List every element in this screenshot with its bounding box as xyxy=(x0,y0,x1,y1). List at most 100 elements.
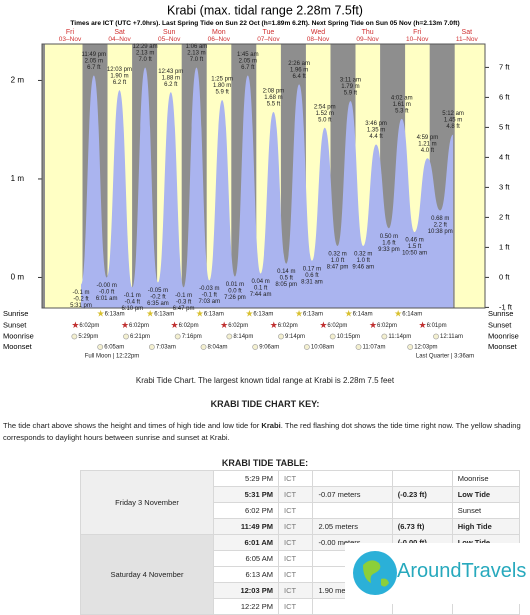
tide-feet: 4.0 ft xyxy=(421,148,435,154)
tide-time: 8:31 am xyxy=(301,279,323,285)
tide-meters: 0.32 m xyxy=(354,252,372,258)
timezone: ICT xyxy=(277,502,314,519)
moonrise-time: 12:11am xyxy=(440,334,463,340)
time: 5:29 PM xyxy=(213,470,279,487)
sunset-icon: ★ xyxy=(369,320,377,330)
y-tick-label: 2 m xyxy=(11,76,25,85)
row-label: Sunset xyxy=(488,320,512,329)
sunset-time: 6:02pm xyxy=(278,323,298,329)
tide-feet: 6.7 ft xyxy=(87,65,101,71)
tide-feet: 7.0 ft xyxy=(190,57,204,63)
tide-time: 4:02 am xyxy=(391,95,413,101)
sunrise-time: 6:14am xyxy=(402,312,422,318)
tide-meters: 1.79 m xyxy=(341,84,359,90)
tide-chart: Krabi (max. tidal range 2.28m 7.5ft) Tim… xyxy=(3,3,519,360)
tide-time: 12:43 pm xyxy=(158,69,183,75)
y2-tick-label: 0 ft xyxy=(499,272,510,281)
moonrise-icon xyxy=(278,333,284,340)
event: Sunset xyxy=(451,502,521,519)
moonrise-time: 10:15pm xyxy=(337,334,360,340)
tide-feet: 0.5 ft xyxy=(280,276,294,282)
height-feet xyxy=(391,502,453,519)
sunset-time: 6:02pm xyxy=(377,323,397,329)
moonrise-icon xyxy=(381,333,388,340)
sunset-icon: ★ xyxy=(71,320,79,330)
day-cell: Saturday 4 November xyxy=(80,534,214,615)
tide-time: 7:26 pm xyxy=(224,295,246,301)
tide-time: 8:05 pm xyxy=(275,282,297,288)
tide-feet: -0.2 ft xyxy=(150,294,166,300)
height-feet xyxy=(391,470,453,487)
logo: AroundTravels xyxy=(345,543,530,604)
tide-meters: -0.00 m xyxy=(96,283,116,289)
moonset-time: 11:07am xyxy=(363,345,386,351)
tide-feet: 1.5 ft xyxy=(408,244,422,250)
day-date: 06–Nov xyxy=(208,36,231,43)
event: Moonrise xyxy=(451,470,521,487)
timezone: ICT xyxy=(277,470,314,487)
tide-meters: 0.32 m xyxy=(328,252,346,258)
day-name: Fri xyxy=(66,29,75,36)
tide-feet: -0.3 ft xyxy=(176,299,192,305)
tide-meters: -0.1 m xyxy=(124,293,141,299)
tide-time: 7:03 am xyxy=(198,299,220,305)
tide-meters: 1.96 m xyxy=(290,67,308,73)
moonrise-icon xyxy=(174,333,181,340)
time: 5:31 PM xyxy=(213,486,279,503)
table-row: 6:02 PM ICT Sunset xyxy=(81,502,521,519)
tide-feet: 5.0 ft xyxy=(318,117,332,123)
key-text-after: . The red flashing dot shows the tide ti… xyxy=(3,421,521,442)
y2-tick-label: 4 ft xyxy=(499,152,510,161)
y2-tick-label: -1 ft xyxy=(499,302,513,311)
tide-area xyxy=(81,67,454,308)
tide-time: 9:46 am xyxy=(352,265,374,271)
logo-text: AroundTravels xyxy=(397,560,527,582)
tide-time: 1:25 pm xyxy=(211,77,233,83)
tide-feet: 1.0 ft xyxy=(331,258,345,264)
height-feet: (6.73 ft) xyxy=(391,518,453,535)
row-label: Sunrise xyxy=(488,309,513,318)
tide-feet: -0.0 ft xyxy=(99,290,115,296)
tide-time: 12:29 am xyxy=(133,44,158,50)
moon-phase: Full Moon | 12:22pm xyxy=(85,354,140,360)
tide-feet: 0.6 ft xyxy=(305,273,319,279)
tide-time: 6:35 am xyxy=(147,301,169,307)
tide-feet: 2.2 ft xyxy=(434,223,448,229)
moonrise-time: 6:21pm xyxy=(130,334,150,340)
tide-meters: -0.1 m xyxy=(175,293,192,299)
plot-frame xyxy=(41,43,486,309)
timezone: ICT xyxy=(277,534,314,551)
tide-meters: 1.80 m xyxy=(213,83,231,89)
night-band xyxy=(42,44,45,308)
logo-globe xyxy=(353,551,397,595)
tide-feet: 1.0 ft xyxy=(357,258,371,264)
timezone: ICT xyxy=(277,486,314,503)
moonrise-icon xyxy=(433,333,439,340)
sunrise-time: 6:13am xyxy=(105,312,125,318)
tide-meters: 1.45 m xyxy=(444,118,462,124)
moonset-icon xyxy=(355,344,362,350)
chart-subtitle: Times are ICT (UTC +7.0hrs). Last Spring… xyxy=(70,20,459,27)
tide-feet: 5.9 ft xyxy=(344,91,358,97)
key-place: Krabi xyxy=(261,421,281,430)
tide-meters: 1.61 m xyxy=(393,102,411,108)
tide-meters: 0.68 m xyxy=(431,216,449,222)
moon-phase: Last Quarter | 3:36am xyxy=(416,354,474,360)
sunset-icon: ★ xyxy=(270,320,278,330)
height-meters xyxy=(312,502,393,519)
timezone: ICT xyxy=(277,582,314,599)
tide-time: 5:31 pm xyxy=(70,303,92,309)
tide-meters: 0.50 m xyxy=(380,234,398,240)
moonrise-icon xyxy=(329,333,336,340)
row-label: Moonset xyxy=(3,342,33,351)
sunrise-time: 6:13am xyxy=(154,312,174,318)
moonrise-time: 9:14pm xyxy=(285,334,305,340)
sunset-icon: ★ xyxy=(171,320,179,330)
day-date: 11–Nov xyxy=(456,36,479,43)
moonrise-time: 8:14pm xyxy=(233,334,253,340)
day-name: Wed xyxy=(311,29,325,36)
row-label: Sunset xyxy=(3,320,27,329)
time: 6:05 AM xyxy=(213,550,279,567)
key-title: KRABI TIDE CHART KEY: xyxy=(210,399,320,409)
day-date: 09–Nov xyxy=(356,36,379,43)
